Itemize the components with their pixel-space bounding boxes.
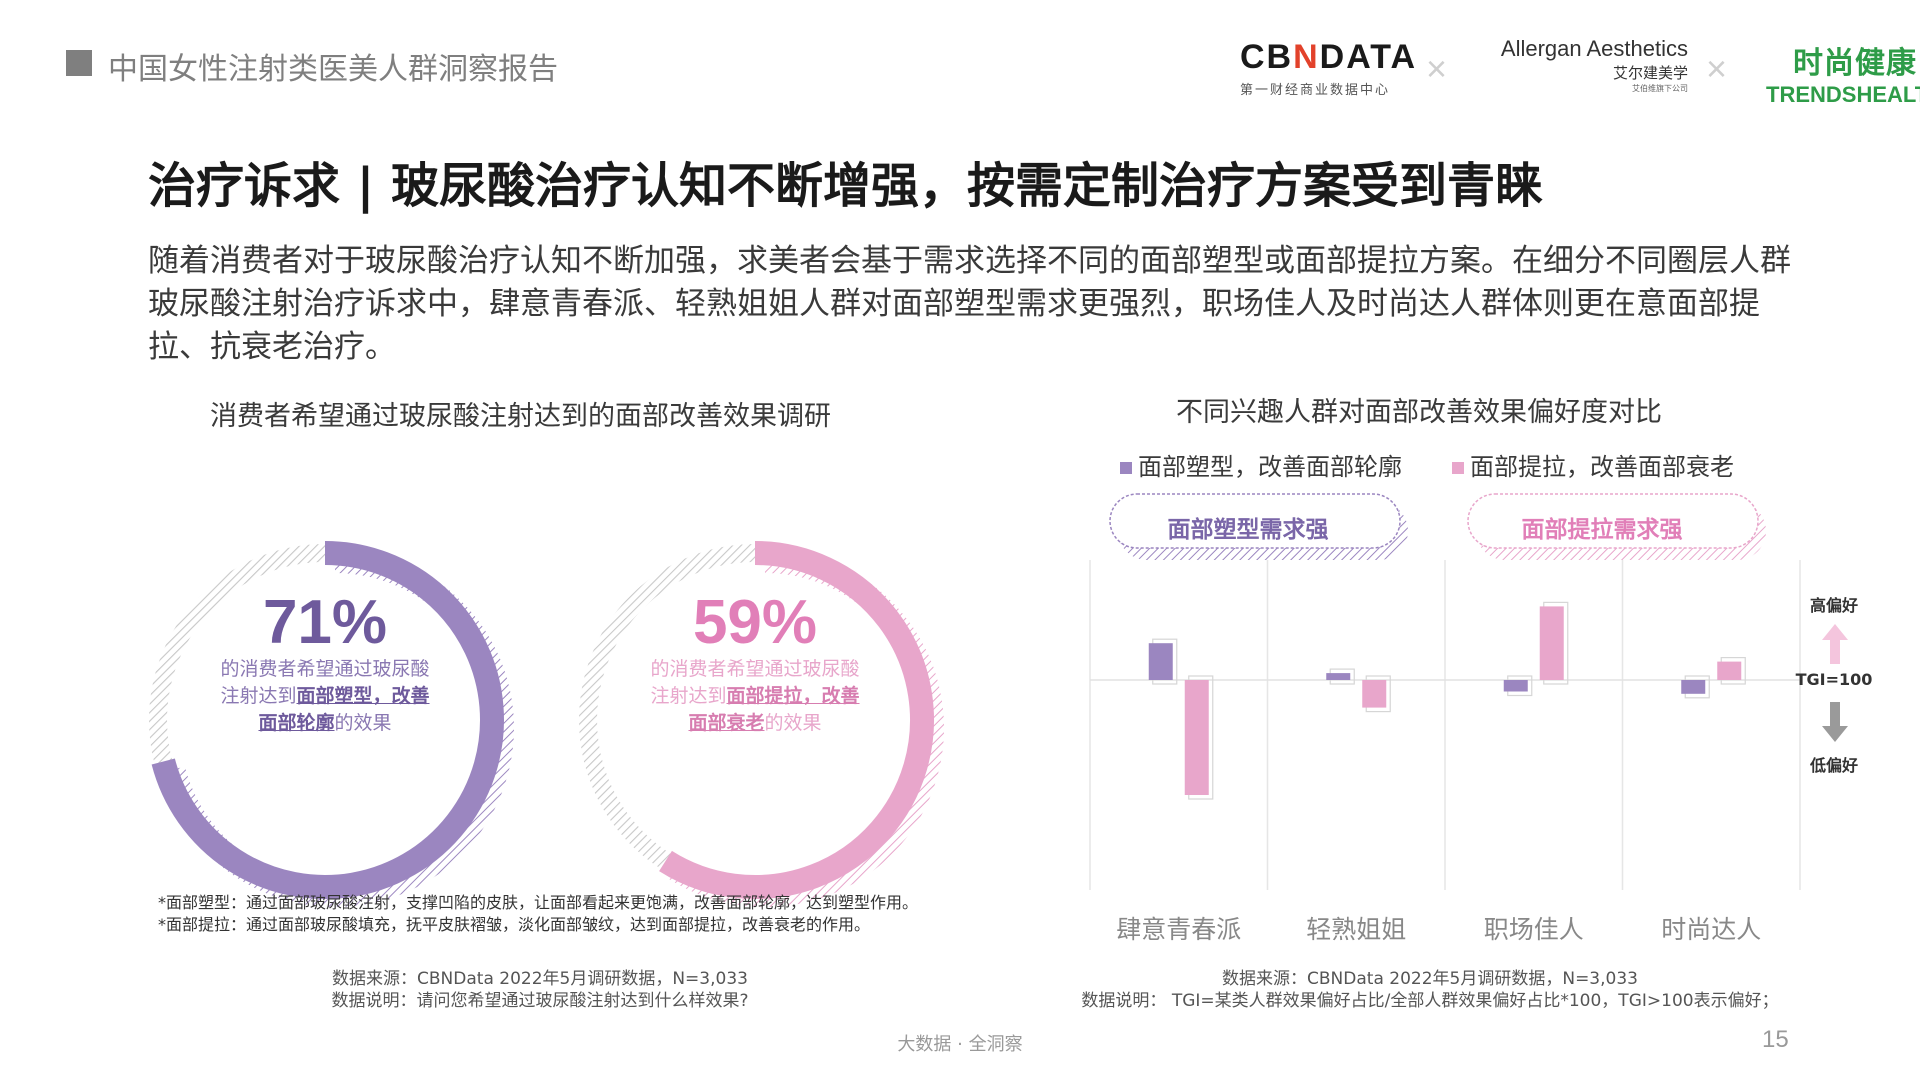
logo-separator-icon: × [1706,48,1728,89]
donut1-label: 71% 的消费者希望通过玻尿酸 注射达到面部塑型，改善 面部轮廓的效果 [175,590,475,737]
bar-lifting [1362,680,1387,708]
legend-swatch-purple [1120,462,1132,474]
low-preference-label: 低偏好 [1809,756,1858,775]
left-source-block: 数据来源：CBNData 2022年5月调研数据，N=3,033 数据说明：请问… [331,969,749,1011]
tgi-bar-chart [1089,493,1801,890]
pill-outline [1467,493,1759,549]
pill-outline [1109,493,1401,549]
donut-segment [659,541,934,899]
high-preference-label: 高偏好 [1809,596,1858,615]
category-label: 时尚达人 [1661,915,1762,944]
page-title: 治疗诉求 | 玻尿酸治疗认知不断增强，按需定制治疗方案受到青睐 [148,158,1543,214]
tgi-baseline-label: TGI=100 [1795,670,1873,689]
arrow-down-icon [1822,702,1848,742]
donut-charts [149,541,944,907]
bar-lifting [1717,661,1742,680]
category-label: 肆意青春派 [1116,915,1242,944]
legend-series1: 面部塑型，改善面部轮廓 [1120,447,1402,482]
page-number: 15 [1762,1026,1789,1053]
legend-swatch-pink [1452,462,1464,474]
bar-shaping [1681,680,1706,694]
logo-separator-icon: × [1426,48,1448,89]
bar-shaping [1148,643,1173,680]
pill-lifting-demand: 面部提拉需求强 [1521,517,1683,543]
bar-shaping [1503,680,1528,692]
category-label: 轻熟姐姐 [1306,915,1407,944]
allergan-logo: Allergan Aesthetics 艾尔建美学 艾伯维旗下公司 [1500,36,1688,93]
arrow-up-icon [1822,624,1848,664]
category-label: 职场佳人 [1483,915,1584,944]
donut2-label: 59% 的消费者希望通过玻尿酸 注射达到面部提拉，改善 面部衰老的效果 [605,590,905,737]
report-title: 中国女性注射类医美人群洞察报告 [108,52,558,87]
bar-lifting [1184,680,1209,795]
right-source-block: 数据来源：CBNData 2022年5月调研数据，N=3,033 数据说明： T… [1081,969,1779,1011]
right-chart-title: 不同兴趣人群对面部改善效果偏好度对比 [1176,397,1662,428]
intro-paragraph: 随着消费者对于玻尿酸治疗认知不断加强，求美者会基于需求选择不同的面部塑型或面部提… [148,243,1791,365]
donut1-percent: 71% [262,588,388,657]
donut-segment [151,541,504,899]
bar-lifting [1539,606,1564,680]
left-chart-title: 消费者希望通过玻尿酸注射达到的面部改善效果调研 [210,401,831,432]
legend-series2: 面部提拉，改善面部衰老 [1452,447,1734,482]
footer-slogan: 大数据 · 全洞察 [897,1034,1023,1055]
header-square-icon [66,50,92,76]
pill-shaping-demand: 面部塑型需求强 [1167,517,1329,543]
definition-notes: *面部塑型：通过面部玻尿酸注射，支撑凹陷的皮肤，让面部看起来更饱满，改善面部轮廓… [158,893,919,934]
cbndata-logo: CBNDATA 第一财经商业数据中心 [1240,38,1418,98]
trendshealth-logo: 时尚健康 TRENDSHEALTH [1766,46,1920,107]
donut2-percent: 59% [692,588,818,657]
bar-shaping [1326,673,1351,680]
